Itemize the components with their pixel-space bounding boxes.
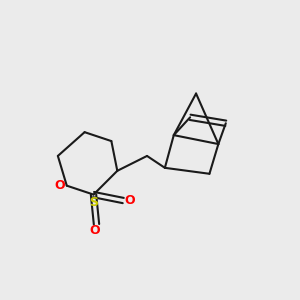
Text: S: S <box>89 196 98 208</box>
Text: O: O <box>90 224 100 237</box>
Text: O: O <box>124 194 135 207</box>
Text: O: O <box>54 179 65 192</box>
